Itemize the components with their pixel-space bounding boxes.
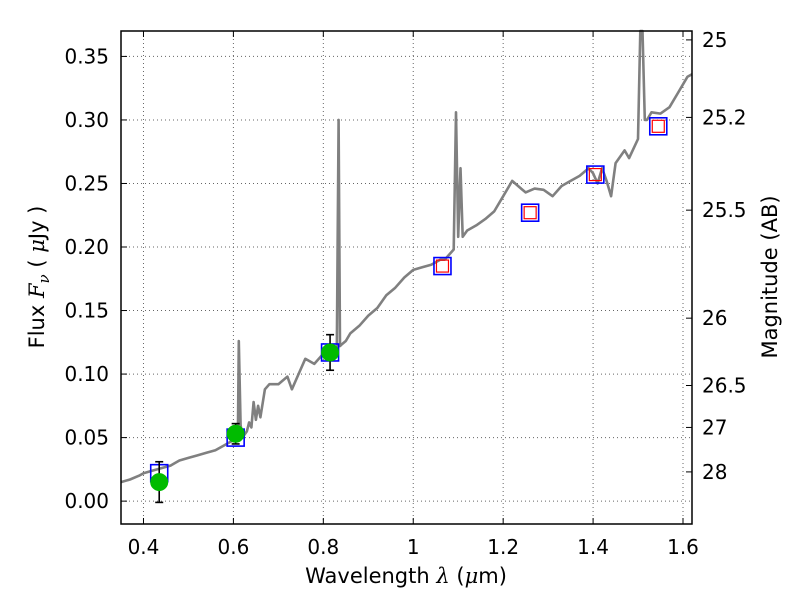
- inner-box-1: [523, 206, 537, 220]
- y-tick-label-1: 0.05: [64, 426, 109, 450]
- y-tick-label-6: 0.30: [64, 108, 109, 132]
- y-tick-label-4: 0.20: [64, 235, 109, 259]
- y-tick-label-5: 0.25: [64, 171, 109, 195]
- y2-tick-label-3: 26: [702, 306, 727, 330]
- inner-box-0: [435, 259, 450, 273]
- y2-tick-label-0: 25: [702, 28, 727, 52]
- observed-point-0: [150, 473, 169, 492]
- y2-tick-label-5: 27: [702, 415, 727, 439]
- plot-frame: [120, 30, 693, 525]
- model-box-6: [648, 116, 668, 136]
- spectrum-line: [120, 29, 693, 484]
- plot-background: [121, 31, 692, 524]
- x-tick-label-3: 1: [407, 535, 420, 559]
- x-tick-label-0: 0.4: [128, 535, 160, 559]
- inner-box-3: [651, 119, 665, 133]
- y-axis-title: Flux Fν ( μJy ): [25, 206, 53, 349]
- x-tick-label-1: 0.6: [217, 535, 249, 559]
- tick-layer: 0.4 0.6 0.8 1 1.2 1.4 1.6 0.00 0.05 0.10 0.15 0.20 0…: [64, 28, 746, 559]
- y2-tick-label-4: 26.5: [702, 374, 747, 398]
- x-tick-label-2: 0.8: [307, 535, 339, 559]
- observed-point-2: [321, 343, 340, 362]
- y2-axis-title: Magnitude (AB): [758, 195, 782, 358]
- y2-tick-label-6: 28: [702, 460, 727, 484]
- x-axis-title: Wavelength λ (μm): [305, 564, 507, 588]
- y-tick-label-0: 0.00: [64, 489, 109, 513]
- model-box-3: [433, 256, 452, 276]
- x-tick-label-6: 1.6: [667, 535, 699, 559]
- y2-tick-label-2: 25.5: [702, 198, 747, 222]
- y-tick-label-2: 0.10: [64, 362, 109, 386]
- model-box-4: [520, 203, 540, 222]
- y-tick-label-7: 0.35: [64, 44, 109, 68]
- inner-box-2: [588, 167, 602, 182]
- marker-layer: [149, 116, 668, 504]
- observed-point-1: [226, 424, 245, 443]
- y-tick-label-3: 0.15: [64, 299, 109, 323]
- x-tick-label-5: 1.4: [577, 535, 609, 559]
- model-box-5: [586, 165, 605, 184]
- y2-tick-label-1: 25.2: [702, 105, 747, 129]
- x-tick-label-4: 1.2: [487, 535, 519, 559]
